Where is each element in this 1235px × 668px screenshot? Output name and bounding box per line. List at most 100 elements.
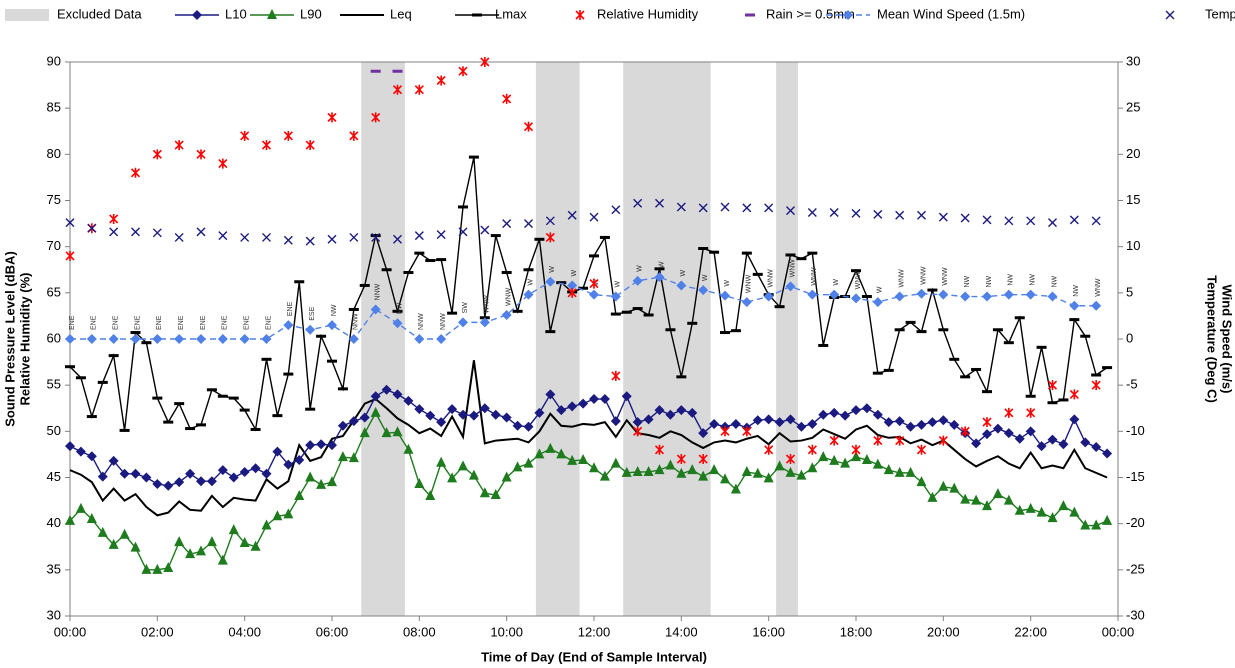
marker-triangle bbox=[130, 541, 141, 552]
marker-diamond bbox=[86, 334, 97, 344]
x-tick-label: 08:00 bbox=[403, 624, 436, 639]
marker-diamond bbox=[174, 477, 185, 488]
marker-star bbox=[545, 232, 555, 243]
marker-triangle bbox=[337, 451, 348, 462]
marker-diamond bbox=[894, 416, 905, 427]
marker-x bbox=[982, 215, 992, 225]
marker-star bbox=[742, 426, 752, 437]
marker-diamond bbox=[196, 334, 206, 344]
marker-star bbox=[873, 435, 883, 446]
marker-diamond bbox=[1025, 289, 1036, 300]
marker-diamond bbox=[174, 334, 185, 344]
marker-x bbox=[676, 202, 686, 212]
marker-diamond bbox=[261, 334, 272, 344]
wind-direction-label: W bbox=[549, 266, 556, 273]
legend-label: Mean Wind Speed (1.5m) bbox=[877, 6, 1025, 21]
marker-diamond bbox=[1025, 426, 1036, 437]
marker-triangle bbox=[971, 494, 982, 505]
y-tick-label: 60 bbox=[47, 330, 61, 345]
y-tick-label: 70 bbox=[47, 238, 61, 253]
marker-triangle bbox=[523, 457, 534, 468]
marker-diamond bbox=[589, 289, 599, 300]
marker-diamond bbox=[872, 409, 883, 420]
wind-direction-label: NW bbox=[986, 275, 993, 287]
marker-x bbox=[567, 210, 577, 220]
marker-star bbox=[261, 140, 272, 151]
marker-triangle bbox=[534, 448, 545, 459]
marker-diamond bbox=[152, 478, 163, 489]
marker-diamond bbox=[1091, 442, 1102, 453]
y2-tick-label: -10 bbox=[1126, 423, 1145, 438]
marker-diamond bbox=[676, 280, 687, 291]
marker-triangle bbox=[949, 482, 960, 493]
marker-triangle bbox=[632, 465, 643, 476]
marker-x bbox=[698, 203, 708, 213]
marker-diamond bbox=[982, 429, 992, 440]
marker-diamond bbox=[523, 289, 534, 300]
marker-diamond bbox=[1080, 437, 1091, 448]
marker-x bbox=[807, 208, 817, 217]
marker-triangle bbox=[392, 426, 403, 437]
marker-diamond bbox=[119, 468, 130, 479]
y-axis-title: Relative Humidity (%) bbox=[17, 273, 32, 406]
marker-star bbox=[1026, 407, 1036, 418]
marker-diamond bbox=[1047, 434, 1058, 445]
y-tick-label: 90 bbox=[47, 53, 61, 68]
marker-x bbox=[1165, 10, 1175, 20]
marker-x bbox=[174, 232, 184, 242]
marker-diamond bbox=[523, 421, 534, 432]
marker-diamond bbox=[829, 289, 840, 300]
marker-diamond bbox=[141, 472, 152, 483]
marker-triangle bbox=[283, 508, 294, 519]
marker-triangle bbox=[250, 540, 261, 551]
marker-diamond bbox=[414, 334, 425, 344]
marker-star bbox=[392, 84, 403, 95]
y2-tick-label: -30 bbox=[1126, 607, 1145, 622]
marker-diamond bbox=[709, 418, 720, 429]
marker-triangle bbox=[359, 427, 370, 438]
marker-star bbox=[633, 426, 643, 437]
marker-diamond bbox=[610, 416, 621, 427]
x-tick-label: 04:00 bbox=[228, 624, 261, 639]
marker-x bbox=[938, 212, 948, 222]
marker-triangle bbox=[305, 471, 316, 482]
marker-diamond bbox=[960, 291, 971, 302]
marker-diamond bbox=[567, 401, 578, 412]
y2-tick-label: 0 bbox=[1126, 330, 1133, 345]
marker-diamond bbox=[1003, 428, 1014, 439]
marker-triangle bbox=[654, 464, 665, 475]
marker-diamond bbox=[305, 440, 316, 451]
wind-direction-label: ENE bbox=[134, 315, 141, 330]
marker-triangle bbox=[774, 460, 785, 471]
marker-diamond bbox=[578, 398, 589, 409]
marker-diamond bbox=[490, 409, 501, 420]
marker-diamond bbox=[196, 476, 206, 487]
marker-triangle bbox=[458, 460, 468, 471]
wind-direction-label: W bbox=[877, 286, 884, 293]
marker-diamond bbox=[545, 276, 556, 287]
y-tick-label: 55 bbox=[47, 377, 61, 392]
marker-triangle bbox=[1047, 512, 1058, 523]
wind-direction-label: NW bbox=[964, 275, 971, 287]
marker-diamond bbox=[75, 446, 86, 457]
y-tick-label: 30 bbox=[47, 607, 61, 622]
y-tick-label: 45 bbox=[47, 469, 61, 484]
marker-triangle bbox=[851, 451, 861, 462]
marker-triangle bbox=[403, 443, 414, 454]
marker-diamond bbox=[599, 394, 610, 405]
marker-diamond bbox=[829, 407, 840, 418]
marker-triangle bbox=[927, 491, 938, 502]
marker-triangle bbox=[665, 459, 676, 470]
marker-star bbox=[371, 112, 381, 123]
x-axis-title: Time of Day (End of Sample Interval) bbox=[481, 649, 707, 664]
wind-direction-label: ENE bbox=[156, 315, 163, 330]
legend-label: L90 bbox=[300, 6, 322, 21]
marker-diamond bbox=[228, 472, 239, 483]
marker-diamond bbox=[327, 440, 337, 451]
wind-direction-label: NW bbox=[1030, 274, 1037, 286]
legend-label: Lmax bbox=[495, 6, 527, 21]
marker-triangle bbox=[905, 466, 916, 477]
wind-direction-label: ENE bbox=[265, 315, 272, 330]
marker-star bbox=[1004, 407, 1014, 418]
marker-triangle bbox=[785, 466, 796, 477]
